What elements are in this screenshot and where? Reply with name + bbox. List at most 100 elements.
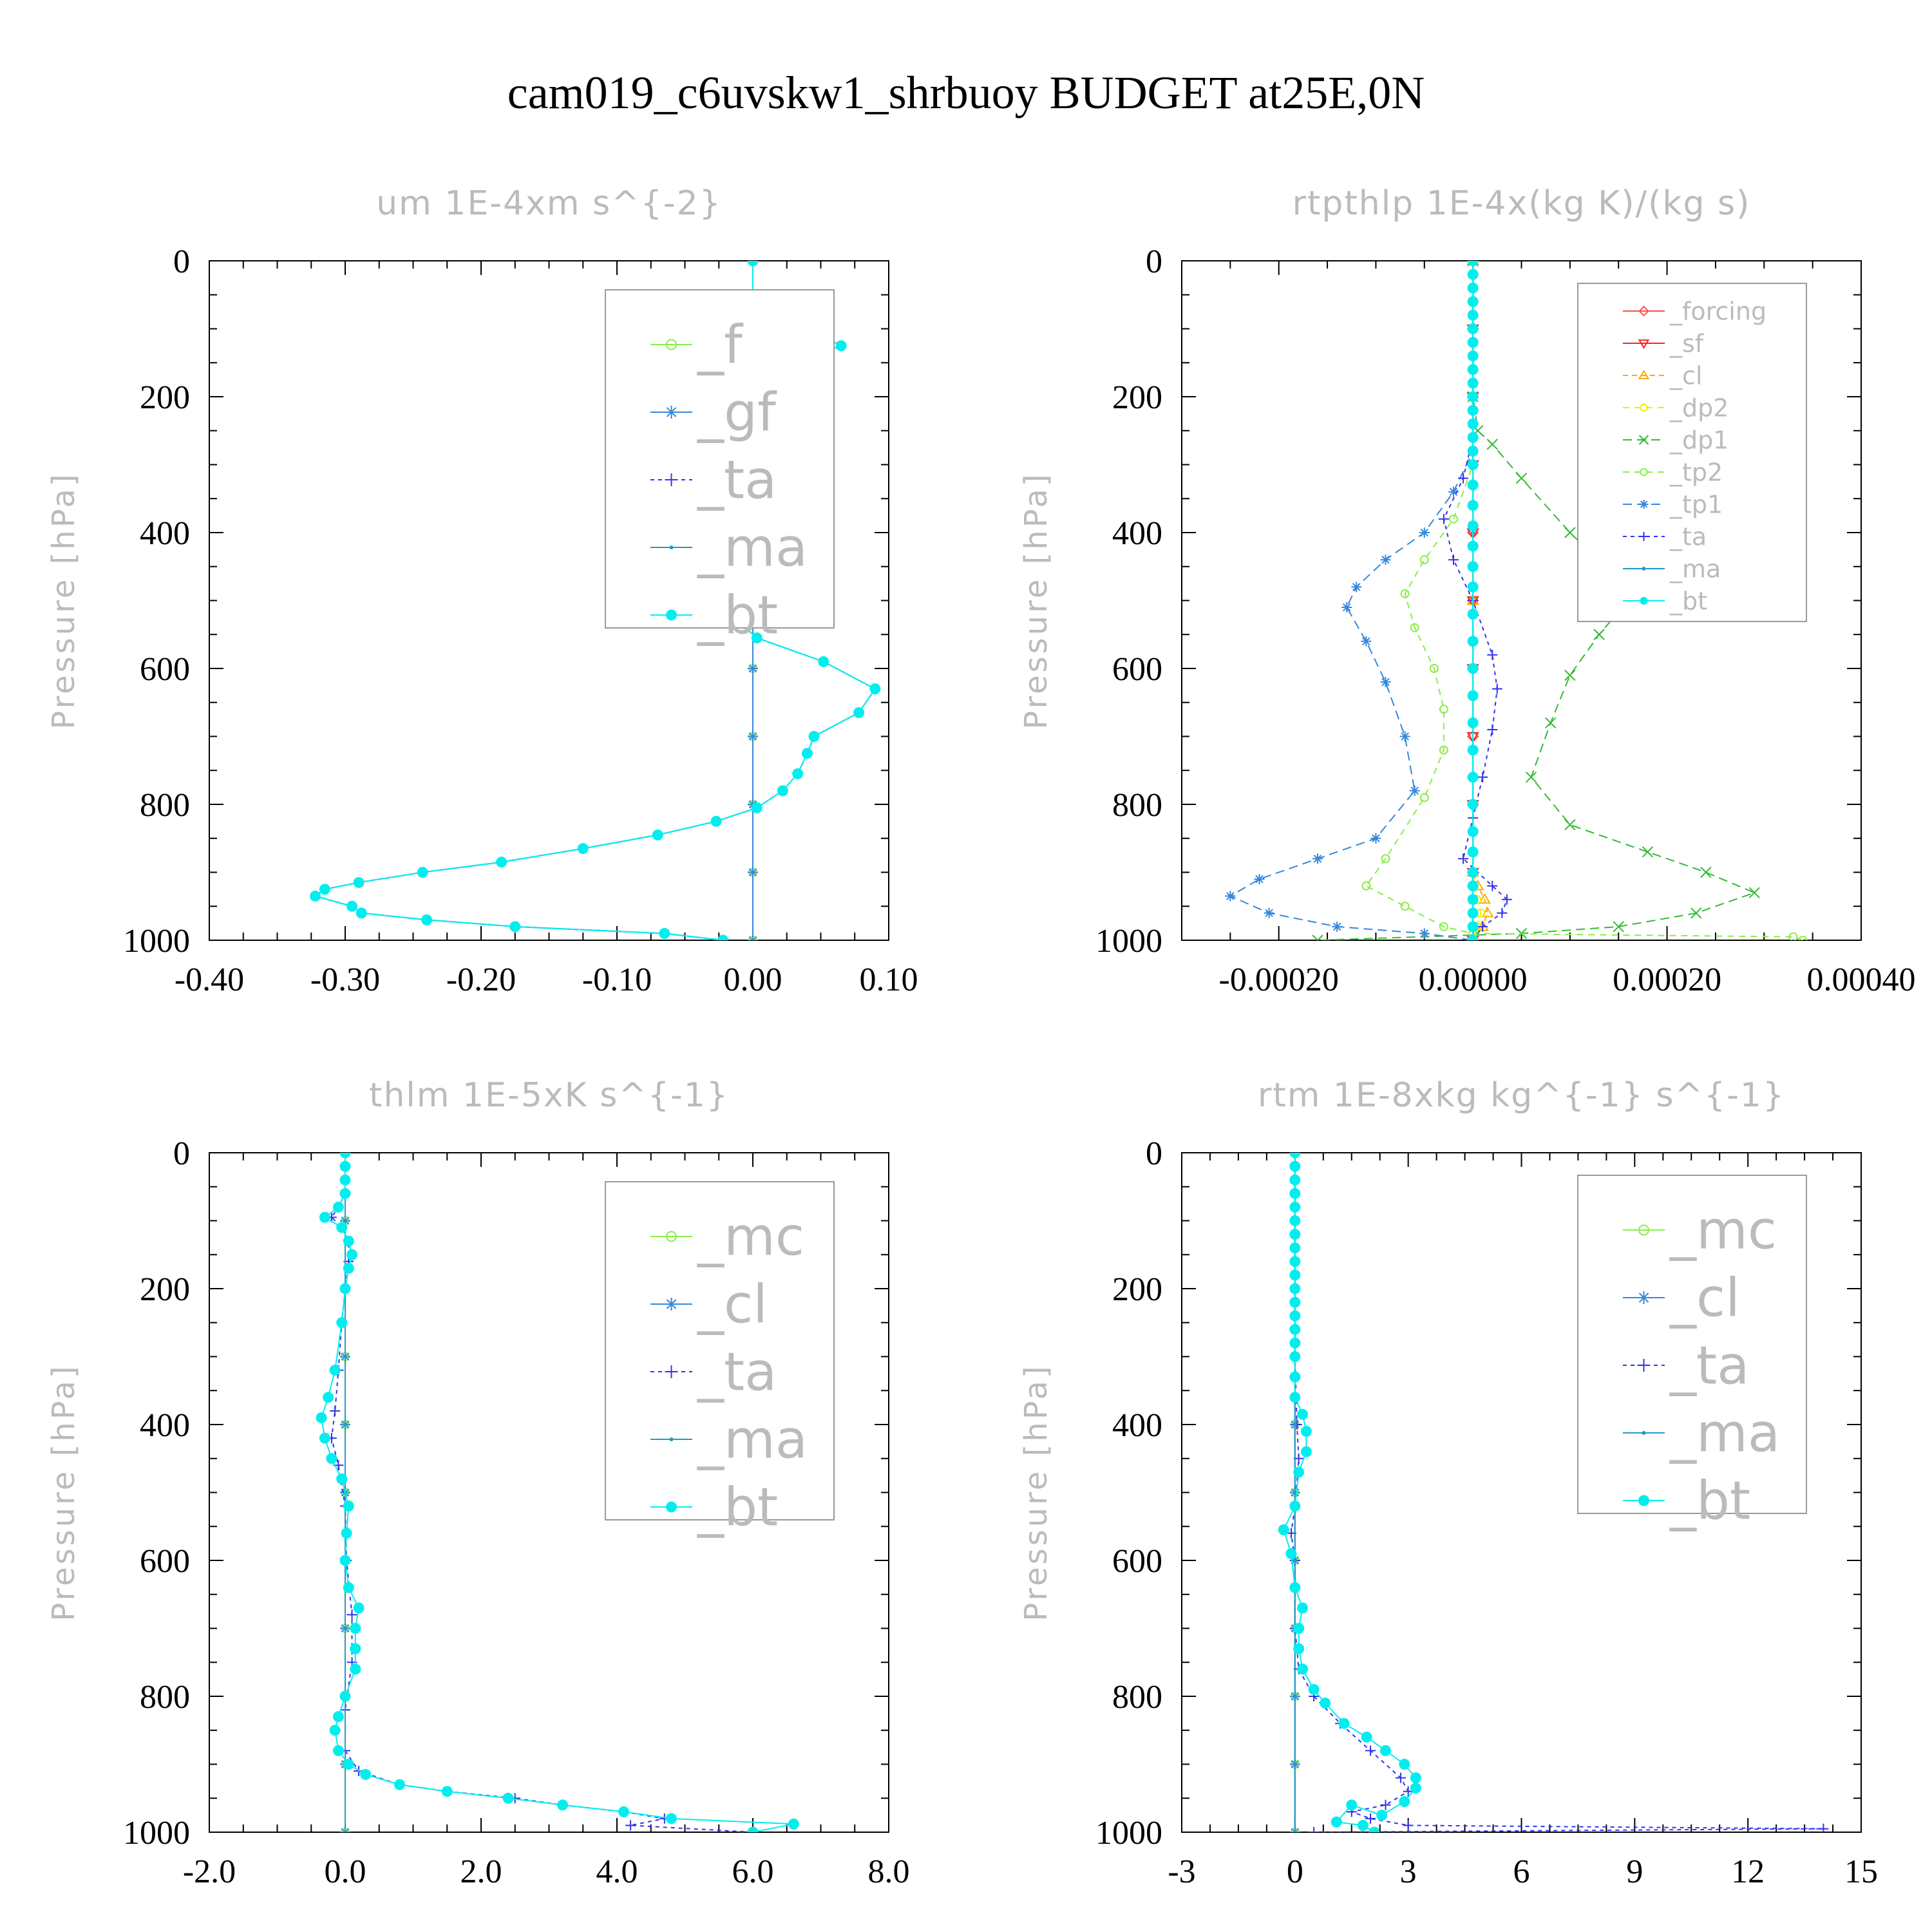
data-point bbox=[1487, 649, 1498, 660]
data-point bbox=[1467, 520, 1479, 531]
x-tick-label: -0.20 bbox=[446, 961, 516, 998]
data-point bbox=[1297, 1602, 1309, 1614]
data-point bbox=[1331, 1816, 1342, 1828]
legend-box bbox=[605, 1181, 835, 1520]
data-point bbox=[343, 1626, 347, 1631]
legend-label: _ma bbox=[1669, 1403, 1780, 1464]
data-point bbox=[1798, 936, 1808, 940]
legend-label: _cl bbox=[697, 1274, 768, 1336]
data-point bbox=[1564, 527, 1576, 538]
data-point bbox=[339, 1283, 351, 1294]
data-point bbox=[748, 663, 758, 674]
y-tick-label: 400 bbox=[1112, 1407, 1162, 1444]
legend-label: _ta bbox=[697, 1342, 777, 1403]
legend-label: _dp1 bbox=[1669, 426, 1728, 454]
series-line bbox=[1229, 261, 1474, 940]
x-tick-label: 4.0 bbox=[596, 1853, 638, 1890]
data-point bbox=[1309, 1827, 1320, 1832]
legend-label: _ta bbox=[1669, 522, 1707, 551]
legend-label: _ta bbox=[697, 450, 777, 511]
y-tick-label: 200 bbox=[1112, 379, 1162, 416]
data-point bbox=[1439, 705, 1448, 714]
legend-label: _f bbox=[697, 315, 744, 376]
legend-label: _bt bbox=[1669, 1471, 1750, 1532]
x-tick-label: 3 bbox=[1400, 1853, 1417, 1890]
x-tick-label: 12 bbox=[1731, 1853, 1765, 1890]
data-point bbox=[1439, 745, 1448, 755]
data-point bbox=[1467, 282, 1479, 294]
legend-marker bbox=[1638, 1495, 1649, 1506]
series-line bbox=[321, 1153, 794, 1832]
data-point bbox=[1467, 500, 1479, 511]
data-point bbox=[1525, 772, 1537, 783]
legend-marker bbox=[1640, 597, 1648, 605]
data-point bbox=[509, 921, 521, 933]
y-tick-label: 800 bbox=[1112, 1679, 1162, 1716]
data-point bbox=[332, 1711, 344, 1723]
data-point bbox=[1467, 459, 1479, 470]
data-point bbox=[652, 829, 663, 840]
data-point bbox=[1467, 894, 1479, 905]
data-point bbox=[1613, 921, 1624, 933]
legend-marker bbox=[1639, 500, 1649, 509]
data-point bbox=[339, 1153, 351, 1159]
data-point bbox=[323, 1392, 334, 1403]
data-point bbox=[343, 1501, 354, 1512]
data-point bbox=[421, 914, 433, 925]
series-bt bbox=[1467, 261, 1479, 940]
y-axis-label: Pressure [hPa] bbox=[46, 1363, 82, 1621]
data-point bbox=[1410, 1782, 1421, 1794]
data-point bbox=[1515, 472, 1528, 484]
data-point bbox=[1308, 1683, 1320, 1695]
data-point bbox=[801, 748, 813, 759]
legend-marker bbox=[666, 609, 677, 621]
data-point bbox=[1467, 772, 1479, 783]
data-point bbox=[853, 707, 865, 719]
data-point bbox=[1492, 683, 1502, 694]
data-point bbox=[1289, 1501, 1301, 1512]
plot-area bbox=[1278, 1153, 1829, 1832]
data-point bbox=[1293, 1466, 1305, 1478]
data-point bbox=[1361, 881, 1371, 891]
data-point bbox=[350, 1623, 361, 1634]
legend: _f _gf_ta _ma_bt bbox=[605, 289, 835, 647]
legend-label: _sf bbox=[1669, 329, 1705, 357]
legend-label: _dp2 bbox=[1669, 393, 1728, 422]
data-point bbox=[1477, 772, 1488, 782]
data-point bbox=[1467, 377, 1479, 389]
data-point bbox=[1289, 1392, 1301, 1403]
series-line bbox=[1443, 261, 1508, 940]
data-point bbox=[1380, 1799, 1391, 1810]
y-tick-label: 0 bbox=[1146, 1135, 1162, 1172]
data-point bbox=[1458, 853, 1469, 864]
x-tick-label: -0.00020 bbox=[1219, 961, 1339, 998]
data-point bbox=[751, 802, 762, 813]
data-point bbox=[1399, 731, 1410, 742]
data-point bbox=[1289, 1256, 1301, 1267]
data-point bbox=[577, 843, 589, 855]
legend-label: _tp2 bbox=[1669, 458, 1723, 486]
legend: _mc_cl_ta _ma_bt bbox=[605, 1181, 835, 1539]
series-line bbox=[1290, 1153, 1824, 1832]
data-point bbox=[339, 1174, 351, 1186]
data-point bbox=[1341, 602, 1352, 613]
data-point bbox=[330, 1405, 341, 1416]
data-point bbox=[341, 1528, 352, 1539]
data-point bbox=[1289, 1160, 1301, 1172]
chart-panel-1: um 1E-4xm s^{-2} 0 200 400 600 800 1000-0.40 -0… bbox=[46, 184, 918, 998]
y-tick-label: 0 bbox=[173, 1135, 190, 1172]
data-point bbox=[1289, 1188, 1301, 1199]
data-point bbox=[343, 1759, 354, 1770]
data-point bbox=[1419, 928, 1430, 939]
data-point bbox=[1293, 1694, 1297, 1698]
data-point bbox=[1564, 669, 1576, 681]
data-point bbox=[1467, 846, 1479, 858]
data-point bbox=[316, 1412, 327, 1423]
data-point bbox=[1289, 1201, 1301, 1213]
data-point bbox=[1467, 323, 1479, 334]
data-point bbox=[1289, 1229, 1301, 1240]
data-point bbox=[1419, 793, 1429, 802]
data-point bbox=[1467, 717, 1479, 728]
data-point bbox=[339, 1160, 351, 1172]
legend-box bbox=[1577, 283, 1807, 622]
